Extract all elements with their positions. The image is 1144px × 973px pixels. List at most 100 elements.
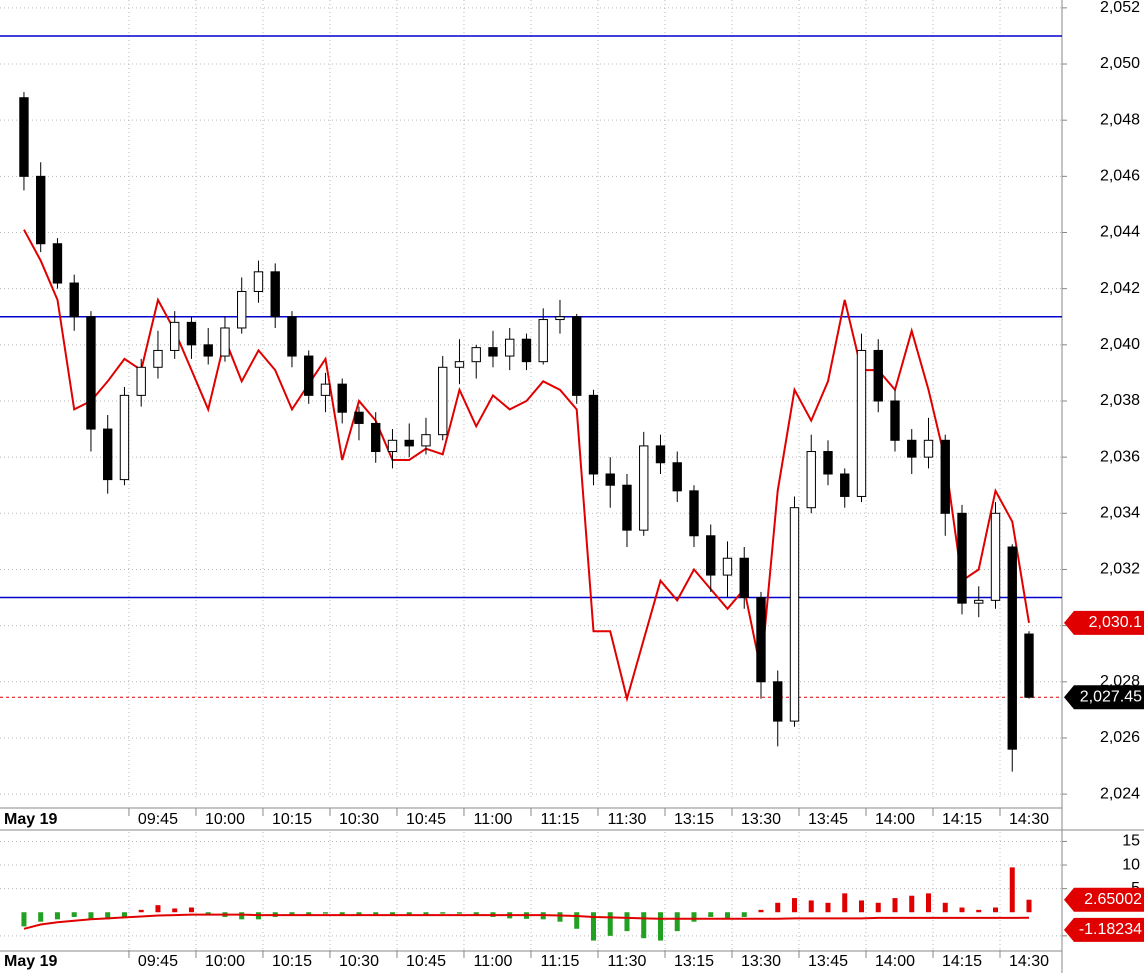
candle-body	[505, 338, 515, 357]
candle-body	[287, 316, 297, 357]
candle-body	[52, 243, 63, 284]
histogram-bar	[88, 912, 94, 920]
candle-body	[19, 97, 29, 177]
candle-body	[639, 445, 649, 531]
histogram-bar	[105, 912, 111, 920]
candle-body	[471, 347, 481, 363]
candle-body	[672, 462, 682, 492]
x-tick-label: 10:30	[339, 953, 379, 970]
candle-body	[806, 451, 816, 509]
x-tick-label: 11:00	[474, 811, 513, 828]
candle-body	[605, 473, 615, 486]
candle-body	[36, 175, 46, 245]
candle-body	[103, 428, 113, 481]
x-tick-label: 11:15	[541, 811, 580, 828]
histogram-bar	[791, 898, 798, 913]
histogram-bar	[624, 912, 630, 932]
candle-body	[337, 383, 347, 413]
candle-body	[588, 394, 599, 475]
histogram-bar	[1026, 899, 1032, 913]
x-tick-label: 14:15	[942, 811, 982, 828]
histogram-bar	[657, 912, 663, 941]
y-tick-label: 2,040	[1100, 336, 1140, 353]
histogram-bar	[121, 912, 127, 917]
histogram-bar	[674, 912, 680, 932]
candle-body	[907, 439, 917, 458]
histogram-bar	[423, 912, 429, 916]
candle-body	[203, 344, 213, 357]
candle-body	[354, 411, 364, 424]
histogram-bar	[691, 912, 697, 922]
candle-body	[555, 316, 565, 321]
y-tick-label: 2,042	[1100, 280, 1140, 297]
x-tick-label: 14:15	[942, 953, 982, 970]
candle-body	[722, 557, 733, 576]
price-tag-label: 2,030.1	[1089, 614, 1142, 631]
histogram-bar	[440, 912, 446, 914]
x-tick-label: 11:30	[608, 811, 647, 828]
y-tick-label: 2,044	[1100, 224, 1140, 241]
histogram-bar	[557, 912, 563, 922]
y-tick-label: 10	[1122, 856, 1140, 873]
candle-body	[270, 271, 280, 318]
histogram-bar	[38, 912, 44, 922]
x-tick-label: 13:30	[741, 811, 781, 828]
y-tick-label: 2,032	[1100, 561, 1140, 578]
x-tick-label: 13:15	[674, 953, 714, 970]
histogram-bar	[976, 909, 982, 913]
histogram-bar	[825, 902, 831, 913]
price-tag-label: 2.65002	[1084, 891, 1142, 908]
x-tick-label: 10:15	[272, 811, 312, 828]
candle-body	[119, 394, 130, 481]
candle-body	[237, 290, 247, 329]
histogram-bar	[775, 902, 781, 913]
price-tag-label: -1.18234	[1079, 921, 1142, 938]
x-tick-label: 14:00	[875, 811, 915, 828]
candle-body	[789, 507, 800, 722]
x-tick-label: 11:15	[541, 953, 580, 970]
candle-body	[1024, 633, 1034, 698]
y-tick-label: 15	[1122, 833, 1140, 850]
x-tick-label: 10:45	[406, 811, 446, 828]
histogram-bar	[959, 907, 965, 913]
x-tick-label: 10:45	[406, 953, 446, 970]
candle-body	[371, 422, 381, 453]
y-tick-label: 2,046	[1100, 168, 1140, 185]
histogram-bar	[306, 912, 312, 915]
histogram-bar	[339, 912, 345, 915]
candle-body	[136, 366, 146, 396]
histogram-bar	[473, 912, 479, 915]
histogram-bar	[808, 900, 814, 913]
histogram-bar	[1009, 867, 1015, 913]
x-tick-label: 11:30	[608, 953, 647, 970]
candle-body	[69, 282, 79, 318]
date-label: May 19	[4, 953, 57, 970]
histogram-bar	[322, 912, 328, 914]
histogram-bar	[641, 912, 647, 939]
x-tick-label: 10:00	[205, 953, 245, 970]
y-tick-label: 2,026	[1100, 729, 1140, 746]
candle-body	[538, 319, 548, 363]
histogram-bar	[356, 912, 362, 915]
histogram-bar	[239, 912, 245, 920]
candle-body	[655, 445, 666, 464]
signal-line	[23, 913, 1030, 930]
x-tick-label: 14:00	[875, 953, 915, 970]
y-tick-label: 2,038	[1100, 392, 1140, 409]
x-tick-label: 14:30	[1009, 953, 1049, 970]
histogram-bar	[172, 908, 178, 913]
y-tick-label: 2,024	[1100, 785, 1140, 802]
candle-body	[974, 599, 984, 604]
candle-body	[856, 349, 867, 497]
x-tick-label: 13:30	[741, 953, 781, 970]
candle-body	[186, 321, 197, 346]
price-tag	[1064, 917, 1144, 942]
histogram-bar	[205, 912, 211, 915]
x-tick-label: 14:30	[1009, 811, 1049, 828]
histogram-bar	[858, 900, 865, 913]
candle-body	[756, 597, 766, 683]
candle-body	[454, 361, 465, 368]
candle-body	[220, 327, 230, 357]
price-tag-label: 2,027.45	[1080, 688, 1142, 705]
